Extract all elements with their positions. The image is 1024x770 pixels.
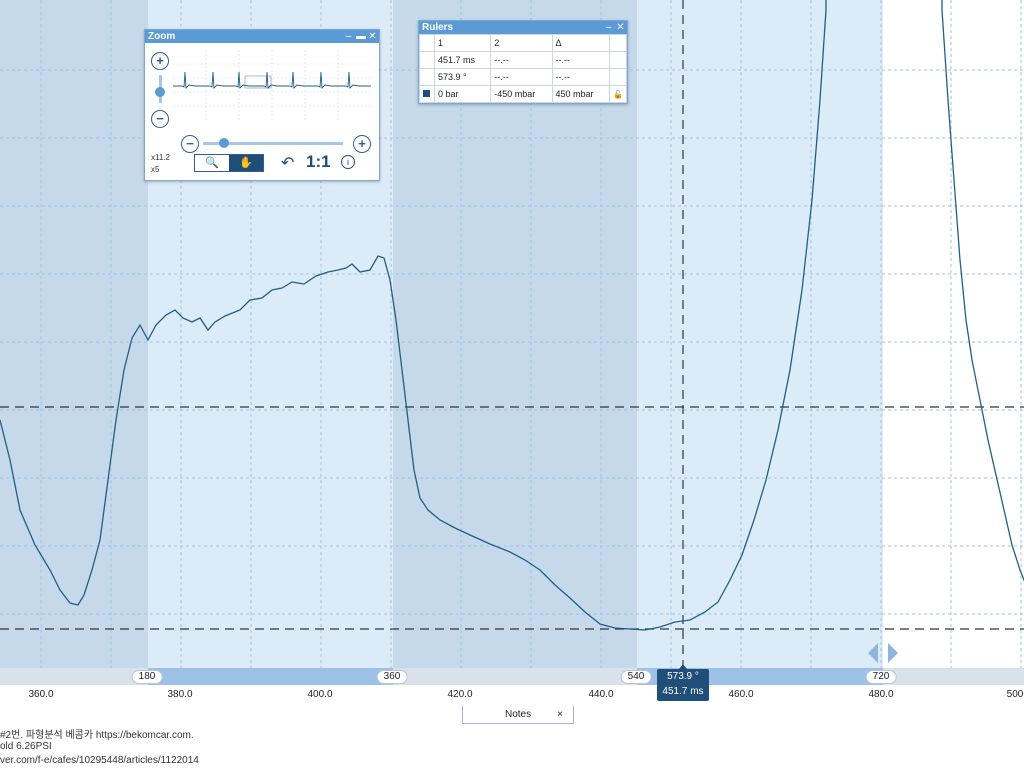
time-tick-460: 460.0 [728, 689, 754, 700]
magnifier-icon[interactable]: 🔍 [205, 157, 219, 169]
phase-band-3 [393, 0, 637, 668]
zoom-viewport-rect [244, 75, 272, 89]
ruler-time-delta: --.-- [551, 51, 611, 69]
ruler-value-2: -450 mbar [490, 85, 553, 103]
time-tick-420: 420.0 [447, 689, 473, 700]
rulers-titlebar[interactable]: Rulers – ✕ [419, 21, 627, 34]
minimize-icon[interactable]: – [605, 22, 612, 33]
phase-band-4 [637, 0, 883, 668]
cursor-time: 451.7 ms [662, 686, 704, 697]
cursor-readout[interactable]: 573.9 ° 451.7 ms [657, 664, 709, 701]
unlock-icon[interactable]: 🔓 [609, 85, 627, 103]
rulers-time-row: 451.7 ms --.-- --.-- [419, 51, 627, 69]
horizontal-zoom-in-button[interactable]: + [353, 135, 371, 153]
ruler-angle-1: 573.9 ° [433, 68, 492, 86]
ruler-header-1: 1 [433, 34, 492, 52]
time-tick-480: 480.0 [868, 689, 894, 700]
vertical-zoom-thumb[interactable] [155, 87, 165, 97]
ruler-angle-2: --.-- [490, 68, 553, 86]
close-icon[interactable]: ✕ [368, 31, 377, 42]
phase-label-540[interactable]: 540 [620, 670, 652, 684]
rulers-table: 1 2 Δ 451.7 ms --.-- --.-- 573.9 ° --.--… [419, 34, 627, 103]
time-tick-440: 440.0 [588, 689, 614, 700]
zoom-overview-waveform[interactable] [173, 50, 371, 120]
phase-label-180[interactable]: 180 [131, 670, 163, 684]
zoom-tool-group: 🔍 ✋ [194, 154, 264, 172]
time-tick-400: 400.0 [307, 689, 333, 700]
notes-tab[interactable]: Notes × [462, 706, 574, 724]
notes-close-icon[interactable]: × [557, 709, 563, 720]
minimize-icon[interactable]: – [345, 31, 352, 42]
ruler-header-2: 2 [490, 34, 553, 52]
zoom-y-level: x5 [151, 165, 160, 174]
pressure-trace [0, 0, 1024, 631]
caption-line-2: old 6.26PSI [0, 741, 52, 752]
phase-band-5 [883, 0, 1024, 668]
ruler-time-2: --.-- [490, 51, 553, 69]
zoom-in-button[interactable]: + [151, 52, 169, 70]
zoom-window[interactable]: Zoom – ▬ ✕ + − − + x11.2 x5 🔍 ✋ ↶ 1:1 i [144, 29, 380, 181]
ruler-value-delta: 450 mbar [551, 85, 611, 103]
zoom-title: Zoom [148, 31, 176, 42]
hand-pan-icon[interactable]: ✋ [229, 155, 263, 171]
rulers-title: Rulers [422, 22, 454, 33]
close-icon[interactable]: ✕ [616, 22, 625, 33]
time-tick-380: 380.0 [167, 689, 193, 700]
info-icon[interactable]: i [341, 155, 355, 169]
ruler-angle-delta: --.-- [551, 68, 611, 86]
phase-label-720[interactable]: 720 [865, 670, 897, 684]
ruler-value-1: 0 bar [433, 85, 492, 103]
grid-lines [0, 0, 1024, 668]
undo-zoom-icon[interactable]: ↶ [281, 155, 295, 172]
notes-label: Notes [505, 709, 532, 720]
horizontal-zoom-thumb[interactable] [219, 138, 229, 148]
reset-zoom-button[interactable]: 1:1 [306, 152, 331, 171]
phase-band-1 [0, 0, 148, 668]
rulers-header-row: 1 2 Δ [419, 34, 627, 52]
cycle-handle[interactable] [866, 642, 900, 664]
horizontal-zoom-out-button[interactable]: − [181, 135, 199, 153]
phase-label-360[interactable]: 360 [376, 670, 408, 684]
zoom-x-level: x11.2 [151, 153, 170, 162]
zoom-out-button[interactable]: − [151, 110, 169, 128]
rulers-angle-row: 573.9 ° --.-- --.-- [419, 68, 627, 86]
rulers-value-row: 0 bar -450 mbar 450 mbar 🔓 [419, 85, 627, 103]
ruler-header-delta: Δ [551, 34, 611, 52]
zoom-titlebar[interactable]: Zoom – ▬ ✕ [145, 30, 379, 43]
caption-line-3: ver.com/f-e/cafes/10295448/articles/1122… [0, 755, 199, 766]
channel-color-swatch [423, 90, 430, 97]
time-tick-500: 500 [1006, 689, 1024, 700]
caption-line-1: #2번. 파형분석 베콤카 https://bekomcar.com. [0, 730, 194, 741]
ruler-time-1: 451.7 ms [433, 51, 492, 69]
rulers-window[interactable]: Rulers – ✕ 1 2 Δ 451.7 ms --.-- --.-- 57… [418, 20, 628, 104]
cursor-angle: 573.9 ° [667, 671, 699, 682]
time-tick-360: 360.0 [28, 689, 54, 700]
horizontal-zoom-track[interactable] [203, 142, 343, 145]
maximize-icon[interactable]: ▬ [356, 31, 366, 42]
